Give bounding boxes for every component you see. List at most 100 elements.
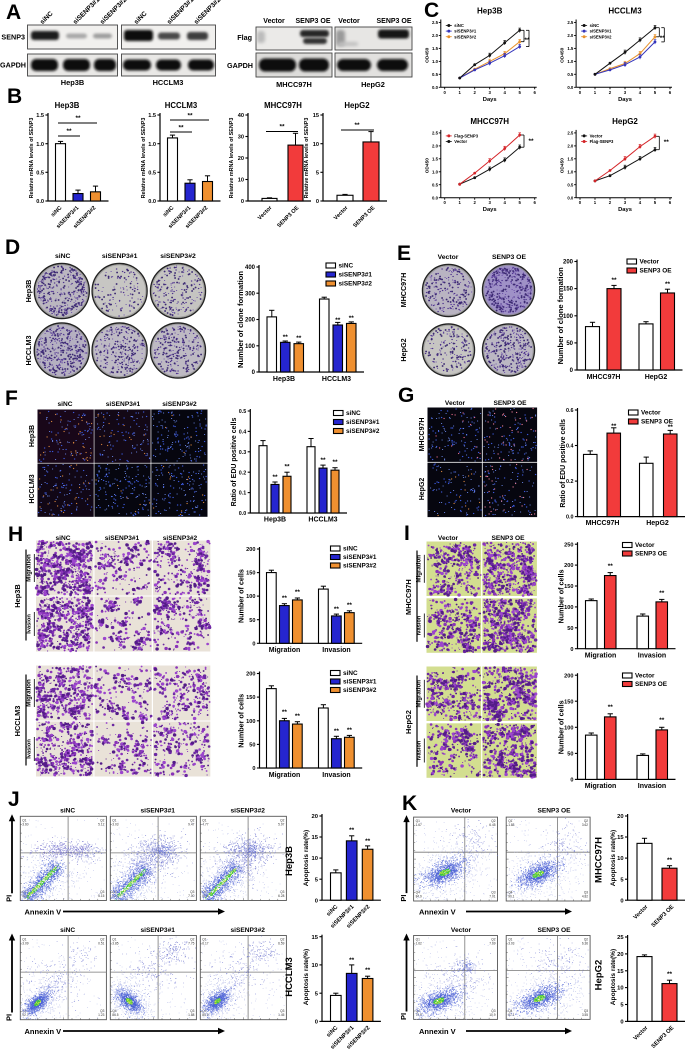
svg-text:HepG2: HepG2 <box>419 478 426 501</box>
svg-text:1: 1 <box>459 90 462 95</box>
svg-text:OD450: OD450 <box>560 158 566 174</box>
svg-text:2.5: 2.5 <box>567 131 574 136</box>
svg-text:10: 10 <box>312 963 318 969</box>
svg-text:OD450: OD450 <box>560 47 566 63</box>
svg-text:Q2: Q2 <box>584 819 588 823</box>
svg-text:100: 100 <box>246 594 255 600</box>
svg-text:0: 0 <box>315 1020 318 1026</box>
svg-text:4: 4 <box>504 200 507 205</box>
svg-text:2.0: 2.0 <box>432 144 439 149</box>
svg-text:**: ** <box>608 563 614 570</box>
svg-text:100: 100 <box>564 725 573 731</box>
svg-text:Q2: Q2 <box>100 938 104 942</box>
svg-text:15: 15 <box>617 969 624 975</box>
svg-text:2: 2 <box>609 90 612 95</box>
svg-text:0: 0 <box>252 766 255 772</box>
svg-text:4.77: 4.77 <box>202 822 208 826</box>
svg-text:3: 3 <box>489 90 492 95</box>
svg-text:10.9: 10.9 <box>489 1013 495 1017</box>
svg-text:siSENP3#1: siSENP3#1 <box>105 535 140 542</box>
svg-text:siNC: siNC <box>346 410 361 417</box>
svg-text:siSENP3#1: siSENP3#1 <box>590 29 613 34</box>
svg-text:0: 0 <box>252 641 255 647</box>
svg-text:200: 200 <box>246 672 255 678</box>
svg-text:MHCC97H: MHCC97H <box>404 579 413 615</box>
svg-text:0.2: 0.2 <box>239 470 247 476</box>
svg-text:1.5: 1.5 <box>36 113 44 119</box>
svg-text:0.0: 0.0 <box>566 515 574 521</box>
svg-text:1.45: 1.45 <box>278 1013 284 1017</box>
svg-text:C: C <box>424 0 439 22</box>
svg-text:Q1: Q1 <box>22 938 26 942</box>
svg-text:siSENP3#1: siSENP3#1 <box>343 554 377 561</box>
svg-text:**: ** <box>667 857 673 864</box>
svg-text:**: ** <box>279 124 285 131</box>
svg-text:Apoptosis rate(%): Apoptosis rate(%) <box>610 830 617 886</box>
svg-text:Hep3B: Hep3B <box>29 425 36 447</box>
svg-text:Q4: Q4 <box>112 1009 116 1013</box>
svg-text:Apoptosis rate(%): Apoptosis rate(%) <box>303 949 310 1005</box>
svg-text:HCCLM3: HCCLM3 <box>29 474 36 503</box>
svg-text:10: 10 <box>238 178 244 184</box>
svg-text:Q3: Q3 <box>584 891 588 895</box>
svg-text:HepG2: HepG2 <box>361 80 385 89</box>
svg-text:siNC: siNC <box>57 401 72 408</box>
svg-text:Annexin V: Annexin V <box>25 908 62 917</box>
svg-text:15: 15 <box>313 113 319 119</box>
svg-text:150: 150 <box>246 695 255 701</box>
svg-text:6.17: 6.17 <box>202 942 208 946</box>
svg-text:**: ** <box>66 128 72 135</box>
svg-text:Flag-SENP3: Flag-SENP3 <box>590 139 614 144</box>
svg-text:5: 5 <box>654 90 657 95</box>
svg-text:G: G <box>398 384 414 407</box>
svg-text:0.5: 0.5 <box>567 182 574 187</box>
svg-text:50: 50 <box>566 341 573 347</box>
svg-text:**: ** <box>611 423 617 430</box>
svg-text:0: 0 <box>444 90 447 95</box>
svg-text:15: 15 <box>617 835 624 841</box>
svg-text:Relative mRNA levels of SENP3: Relative mRNA levels of SENP3 <box>29 118 35 199</box>
svg-text:1.5: 1.5 <box>148 113 156 119</box>
svg-text:Q1: Q1 <box>508 938 512 942</box>
svg-text:Q3: Q3 <box>100 890 104 894</box>
svg-text:2.5: 2.5 <box>432 131 439 136</box>
svg-text:**: ** <box>347 602 353 609</box>
svg-text:3: 3 <box>624 200 627 205</box>
svg-text:siSENP3#2: siSENP3#2 <box>339 281 373 288</box>
svg-text:siNC: siNC <box>60 808 75 815</box>
svg-text:6.59: 6.59 <box>278 942 284 946</box>
svg-text:1.0: 1.0 <box>567 169 574 174</box>
svg-text:Hep3B: Hep3B <box>284 846 295 876</box>
svg-text:siNC: siNC <box>339 263 354 270</box>
svg-text:30: 30 <box>238 135 244 141</box>
svg-text:siNC: siNC <box>454 23 464 28</box>
svg-text:Q4: Q4 <box>508 891 512 895</box>
svg-text:Vector: Vector <box>454 139 467 144</box>
svg-text:86.5: 86.5 <box>112 1013 118 1017</box>
svg-text:100: 100 <box>564 605 573 611</box>
svg-text:**: ** <box>528 138 534 145</box>
svg-text:Vector: Vector <box>438 535 459 542</box>
svg-text:Annexin V: Annexin V <box>419 908 456 917</box>
svg-text:Hep3B: Hep3B <box>55 101 80 110</box>
svg-text:I: I <box>404 522 410 545</box>
svg-text:siSENP3#1: siSENP3#1 <box>140 927 175 934</box>
svg-text:**: ** <box>296 335 302 342</box>
svg-text:0.5: 0.5 <box>432 182 439 187</box>
svg-text:0: 0 <box>241 199 244 205</box>
svg-text:SENP3 OE: SENP3 OE <box>494 400 528 407</box>
svg-text:HepG2: HepG2 <box>646 520 669 527</box>
svg-text:Q4: Q4 <box>22 1009 26 1013</box>
svg-text:Vector: Vector <box>641 410 661 417</box>
svg-text:1.67: 1.67 <box>416 823 422 827</box>
svg-text:HCCLM3: HCCLM3 <box>165 101 198 110</box>
svg-text:HCCLM3: HCCLM3 <box>284 957 295 997</box>
svg-text:4.82: 4.82 <box>582 895 588 899</box>
svg-text:**: ** <box>667 971 673 978</box>
svg-text:150: 150 <box>564 584 573 590</box>
svg-text:0.0: 0.0 <box>567 195 574 200</box>
svg-text:6: 6 <box>669 90 672 95</box>
svg-text:Apoptosis rate(%): Apoptosis rate(%) <box>610 949 617 1005</box>
svg-text:Days: Days <box>618 97 632 103</box>
svg-text:0: 0 <box>570 368 574 374</box>
